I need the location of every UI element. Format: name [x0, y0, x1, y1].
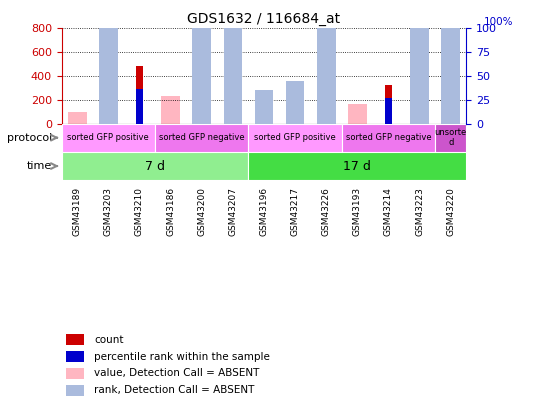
Text: percentile rank within the sample: percentile rank within the sample [94, 352, 270, 362]
Bar [66, 334, 84, 345]
Bar [66, 351, 84, 362]
Text: GSM43210: GSM43210 [135, 187, 144, 236]
Bar [248, 124, 342, 152]
Bar [286, 81, 304, 124]
Bar [66, 368, 84, 379]
Bar [136, 66, 143, 124]
Text: value, Detection Call = ABSENT: value, Detection Call = ABSENT [94, 369, 259, 378]
Bar [68, 112, 86, 124]
Y-axis label: 100%: 100% [484, 17, 513, 28]
Bar [62, 124, 155, 152]
Bar [317, 31, 336, 124]
Text: rank, Detection Call = ABSENT: rank, Detection Call = ABSENT [94, 386, 255, 395]
Bar [248, 152, 466, 180]
Bar [342, 124, 435, 152]
Text: GSM43189: GSM43189 [73, 187, 81, 236]
Bar [435, 124, 466, 152]
Text: sorted GFP negative: sorted GFP negative [159, 133, 244, 142]
Bar [317, 0, 336, 124]
Text: count: count [94, 335, 123, 345]
Bar [99, 0, 118, 124]
Bar [136, 89, 143, 124]
Bar [442, 0, 460, 124]
Bar [192, 70, 211, 124]
Bar [410, 0, 429, 124]
Text: GSM43203: GSM43203 [104, 187, 113, 236]
Text: GSM43200: GSM43200 [197, 187, 206, 236]
Text: 17 d: 17 d [344, 160, 371, 173]
Text: time: time [27, 161, 53, 171]
Text: GSM43186: GSM43186 [166, 187, 175, 236]
Bar [224, 93, 242, 124]
Text: 7 d: 7 d [145, 160, 165, 173]
Bar [348, 104, 367, 124]
Bar [161, 96, 180, 124]
Text: GSM43196: GSM43196 [259, 187, 269, 236]
Text: GSM43226: GSM43226 [322, 187, 331, 236]
Bar [442, 81, 460, 124]
Text: sorted GFP positive: sorted GFP positive [68, 133, 149, 142]
Bar [286, 117, 304, 124]
Bar [410, 58, 429, 124]
Bar [224, 0, 242, 124]
Bar [385, 98, 392, 124]
Bar [192, 0, 211, 124]
Bar [99, 98, 118, 124]
Text: sorted GFP positive: sorted GFP positive [254, 133, 336, 142]
Title: GDS1632 / 116684_at: GDS1632 / 116684_at [188, 12, 340, 26]
Bar [155, 124, 248, 152]
Text: GSM43207: GSM43207 [228, 187, 237, 236]
Text: GSM43223: GSM43223 [415, 187, 424, 236]
Text: unsorte
d: unsorte d [435, 128, 467, 147]
Bar [66, 385, 84, 396]
Text: GSM43217: GSM43217 [291, 187, 300, 236]
Bar [385, 85, 392, 124]
Text: GSM43214: GSM43214 [384, 187, 393, 236]
Bar [255, 90, 273, 124]
Text: GSM43220: GSM43220 [446, 187, 455, 236]
Text: protocol: protocol [7, 133, 53, 143]
Bar [62, 152, 248, 180]
Text: GSM43193: GSM43193 [353, 187, 362, 236]
Text: sorted GFP negative: sorted GFP negative [346, 133, 431, 142]
